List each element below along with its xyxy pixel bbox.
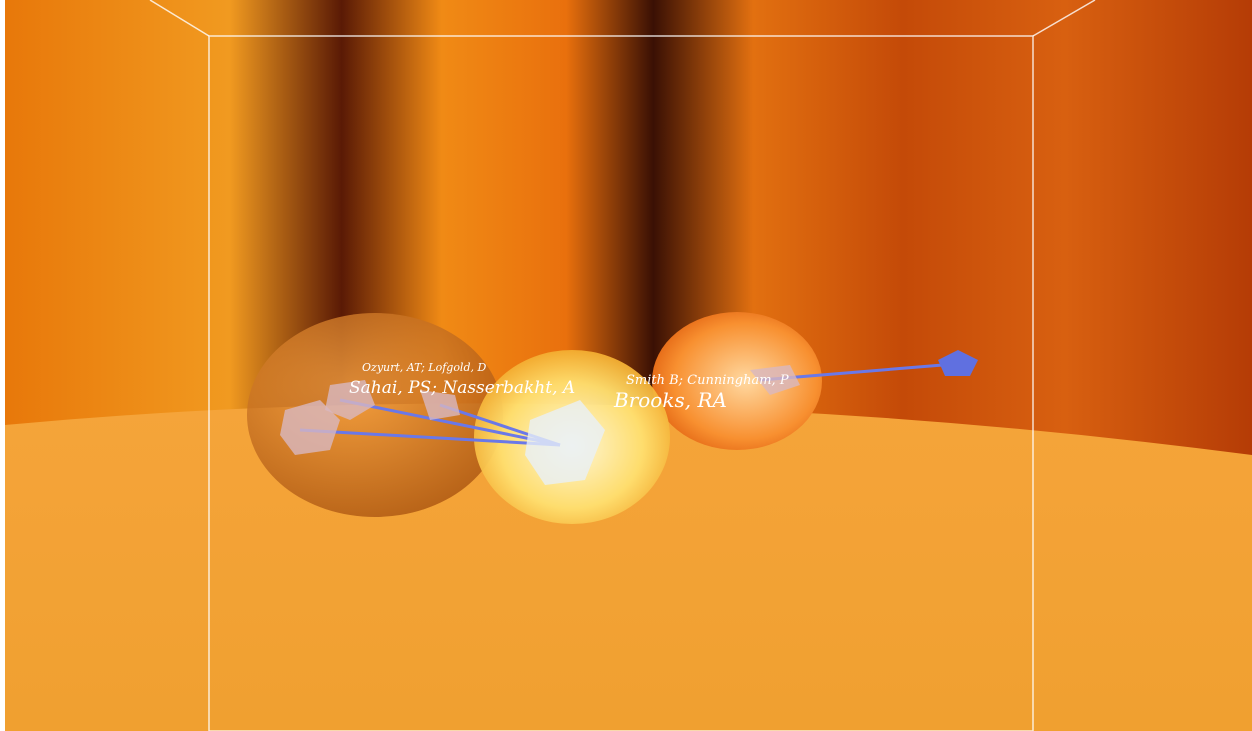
cluster-sphere [652, 312, 822, 450]
cluster-sphere [247, 313, 503, 517]
node [938, 350, 978, 376]
node-label: Ozyurt, AT; Lofgold, D [362, 361, 486, 374]
bounding-box [149, 0, 1096, 731]
nodes [280, 365, 800, 485]
node-label: Smith B; Cunningham, P [626, 373, 789, 388]
node-label: Sahai, PS; Nasserbakht, A [349, 378, 575, 398]
node-label: Brooks, RA [613, 388, 727, 412]
